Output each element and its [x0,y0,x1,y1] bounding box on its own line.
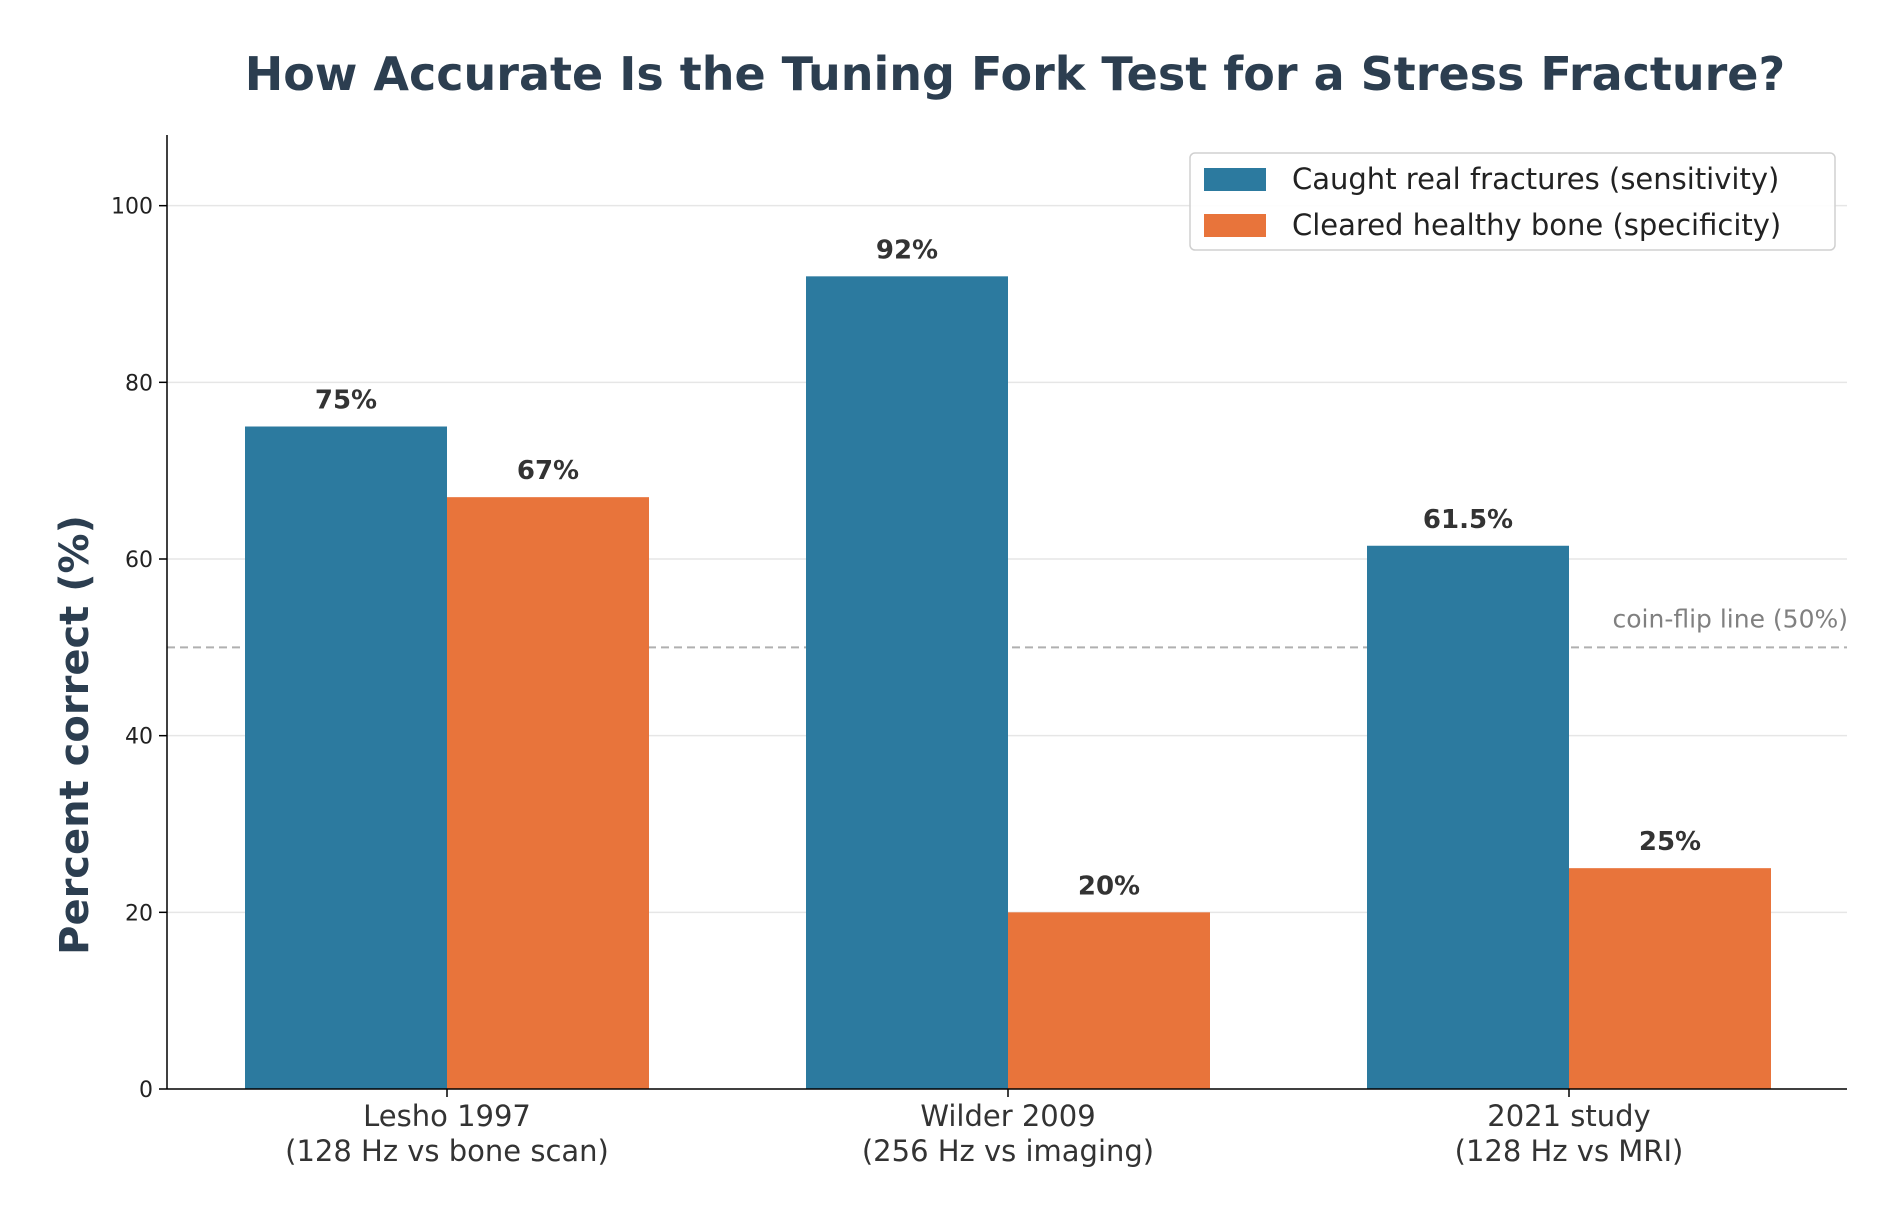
data-label: 20% [1078,871,1140,901]
y-tick-label: 60 [125,548,153,573]
y-tick-label: 100 [111,195,153,220]
legend: Caught real fractures (sensitivity) Clear… [1189,152,1836,251]
x-tick-label: 2021 study [1487,1099,1650,1133]
bar-sensitivity [245,426,447,1089]
data-labels: 75% 67% 92% 20% 61.5% 25% [315,235,1701,901]
y-axis-label: Percent correct (%) [52,515,98,955]
legend-box [1189,152,1836,251]
bar-sensitivity [1367,545,1569,1089]
axes: 0 20 40 60 80 100 Lesho 1997(128 Hz vs bone sc… [111,135,1847,1168]
data-label: 92% [876,235,938,265]
bar-specificity [1008,912,1210,1089]
y-tick-label: 0 [139,1078,153,1103]
y-tick-label: 20 [125,901,153,926]
data-label: 61.5% [1423,505,1513,535]
x-tick-label: (128 Hz vs bone scan) [285,1134,609,1168]
bar-sensitivity [806,276,1008,1089]
chart-title: How Accurate Is the Tuning Fork Test for… [245,47,1785,101]
legend-entry: Cleared healthy bone (specificity) [1292,208,1781,242]
legend-swatch [1204,168,1266,191]
y-tick-label: 40 [125,725,153,750]
x-tick-label: (256 Hz vs imaging) [862,1134,1154,1168]
bar-specificity [447,497,649,1090]
data-label: 25% [1639,827,1701,857]
x-tick-label: Wilder 2009 [920,1099,1095,1133]
data-label: 67% [517,456,579,486]
legend-entry: Caught real fractures (sensitivity) [1292,162,1779,196]
x-tick-label: Lesho 1997 [363,1099,531,1133]
data-label: 75% [315,386,377,416]
y-tick-label: 80 [125,371,153,396]
bar-specificity [1569,868,1771,1089]
legend-swatch [1204,214,1266,237]
x-tick-label: (128 Hz vs MRI) [1455,1134,1684,1168]
bars [245,276,1771,1090]
reference-line-label: coin-flip line (50%) [1613,604,1849,633]
